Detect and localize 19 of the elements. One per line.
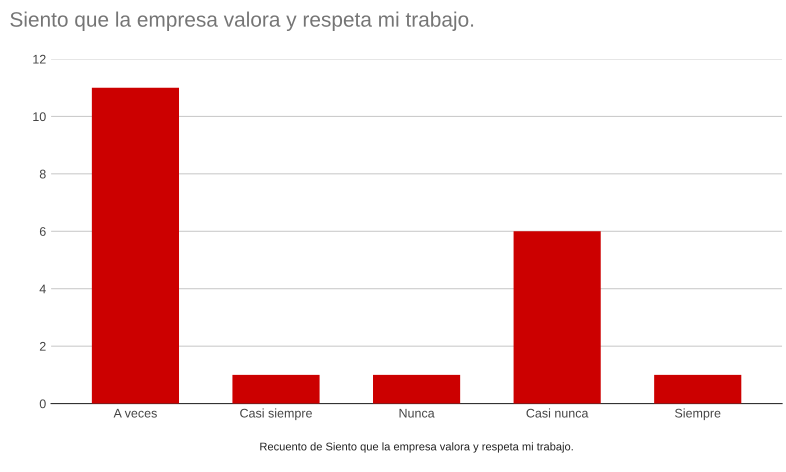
bar [92,88,180,404]
x-axis-title: Recuento de Siento que la empresa valora y respeta mi trabajo. [260,442,573,453]
y-tick-label: 4 [40,284,46,294]
y-tick-label: 12 [33,54,46,64]
y-tick-label: 0 [40,399,46,408]
x-tick-label: Casi nunca [526,408,588,418]
x-tick-label: A veces [114,408,157,418]
bar [373,374,460,404]
chart-title: Siento que la empresa valora y respeta mi trabajo. [10,12,474,31]
y-tick-label: 10 [33,112,46,122]
bar [232,374,320,404]
bar [514,231,601,404]
x-tick-label: Casi siempre [240,408,312,420]
bar [654,374,742,404]
y-tick-label: 2 [40,342,46,351]
y-tick-label: 6 [40,227,46,236]
y-tick-label: 8 [40,170,46,179]
x-tick-label: Siempre [675,408,720,420]
x-tick-label: Nunca [400,408,435,418]
